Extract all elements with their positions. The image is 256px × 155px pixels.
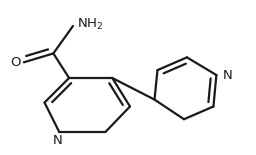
Text: O: O (10, 56, 20, 69)
Text: N: N (52, 134, 62, 147)
Text: N: N (222, 69, 232, 82)
Text: NH$_2$: NH$_2$ (78, 16, 104, 31)
